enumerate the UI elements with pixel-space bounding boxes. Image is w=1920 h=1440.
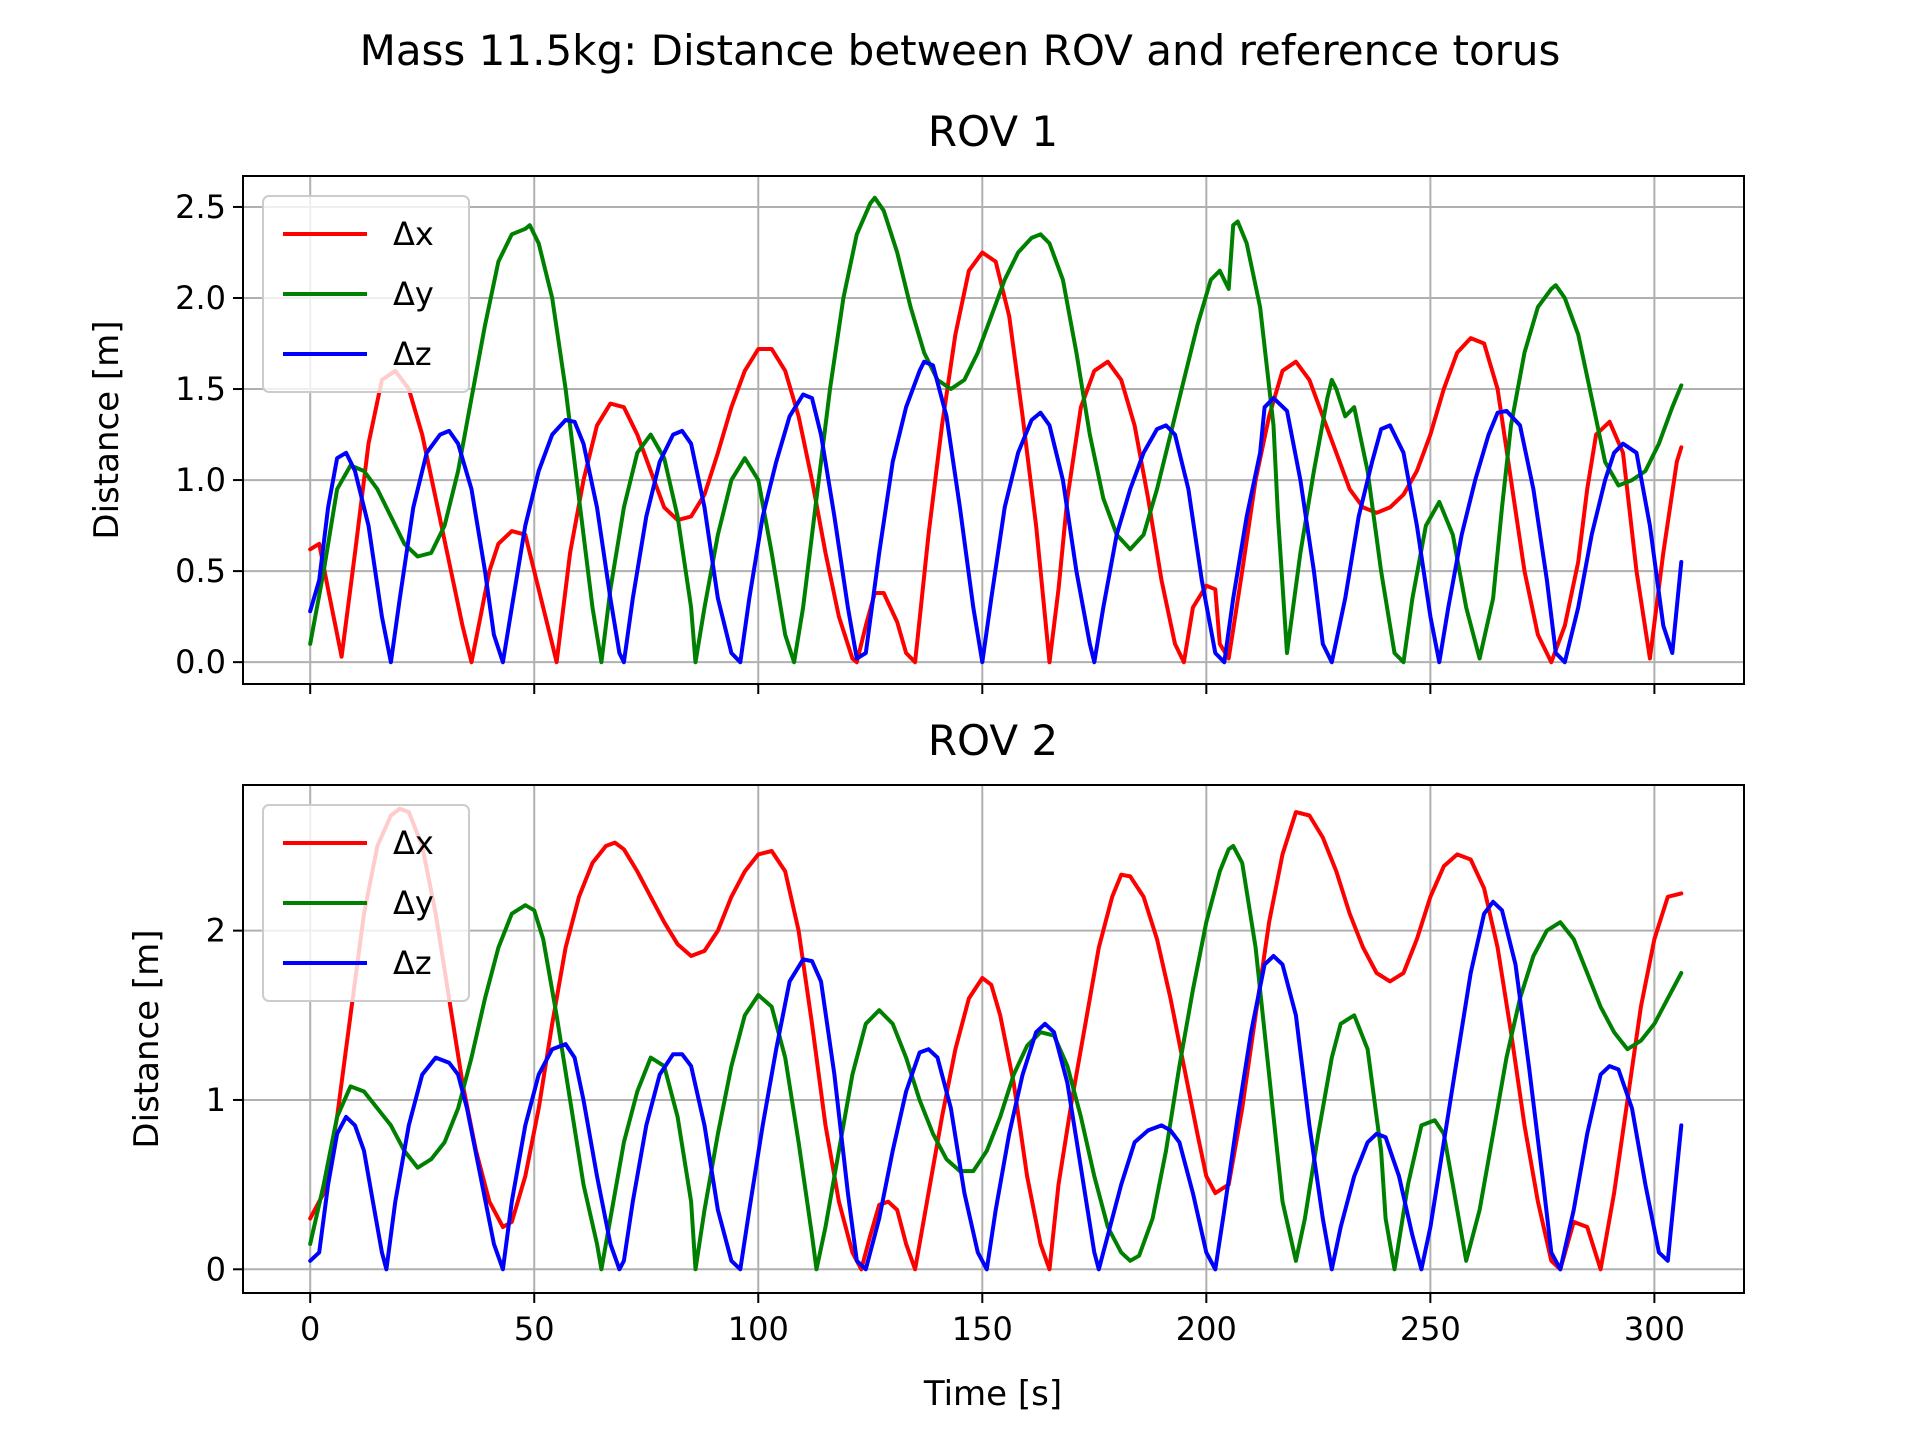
rov2-series-dx-line [308, 806, 1684, 1272]
rov2-x-tick-label: 300 [1624, 1310, 1685, 1348]
rov1-legend-label-dy: Δy [393, 275, 434, 313]
rov2-legend: Δx Δy Δz [262, 804, 470, 1002]
rov1-y-tick-label: 1.5 [175, 370, 226, 408]
rov1-y-axis-label: Distance [m] [87, 320, 127, 539]
rov2-series-dy-line [308, 844, 1684, 1272]
rov1-legend-label-dz: Δz [393, 335, 432, 373]
rov1-series-dx-line [308, 250, 1684, 665]
rov1-legend: Δx Δy Δz [262, 195, 470, 393]
rov2-x-tick-label: 100 [728, 1310, 789, 1348]
figure-title: Mass 11.5kg: Distance between ROV and re… [360, 26, 1561, 75]
rov2-x-tick-label: 150 [952, 1310, 1013, 1348]
rov2-y-tick-label: 1 [206, 1081, 226, 1119]
rov2-y-tick-label: 0 [206, 1250, 226, 1288]
rov2-series-dz-line [308, 899, 1684, 1272]
rov1-y-tick-label: 0.0 [175, 643, 226, 681]
rov2-y-axis-label: Distance [m] [127, 929, 167, 1148]
rov1-plot-frame [242, 175, 1745, 685]
rov2-legend-label-dx: Δx [393, 824, 434, 862]
rov2-series [308, 806, 1684, 1272]
rov2-ticks: 0 50 100 150 200 250 300 0 1 2 [206, 912, 1685, 1348]
rov2-legend-label-dz: Δz [393, 944, 432, 982]
rov2-grid [243, 785, 1744, 1293]
rov2-title: ROV 2 [928, 716, 1058, 765]
rov2-x-tick-label: 200 [1176, 1310, 1237, 1348]
rov1-series [308, 195, 1684, 665]
rov1-ticks: 0.0 0.5 1.0 1.5 2.0 2.5 [175, 188, 1656, 694]
rov2-x-tick-label: 0 [300, 1310, 320, 1348]
rov1-y-tick-label: 1.0 [175, 461, 226, 499]
rov2-legend-label-dy: Δy [393, 884, 434, 922]
rov2-plot-frame [242, 784, 1745, 1294]
rov2-panel: ROV 2 0 50 100 150 200 250 300 0 1 2 Distance [m]… [127, 716, 1745, 1414]
rov1-legend-label-dx: Δx [393, 215, 434, 253]
rov2-x-axis-label: Time [s] [923, 1374, 1062, 1414]
rov2-x-tick-label: 250 [1400, 1310, 1461, 1348]
rov1-y-tick-label: 2.0 [175, 279, 226, 317]
rov1-y-tick-label: 0.5 [175, 552, 226, 590]
rov1-grid [243, 176, 1744, 684]
rov2-x-tick-label: 50 [514, 1310, 555, 1348]
rov1-y-tick-label: 2.5 [175, 188, 226, 226]
rov1-panel: ROV 1 0.0 0.5 1.0 1.5 2.0 2.5 Distance [m] Δx… [87, 107, 1745, 694]
rov1-series-dz-line [308, 359, 1684, 665]
rov1-title: ROV 1 [928, 107, 1058, 156]
rov1-series-dy-line [308, 195, 1684, 665]
rov2-y-tick-label: 2 [206, 912, 226, 950]
